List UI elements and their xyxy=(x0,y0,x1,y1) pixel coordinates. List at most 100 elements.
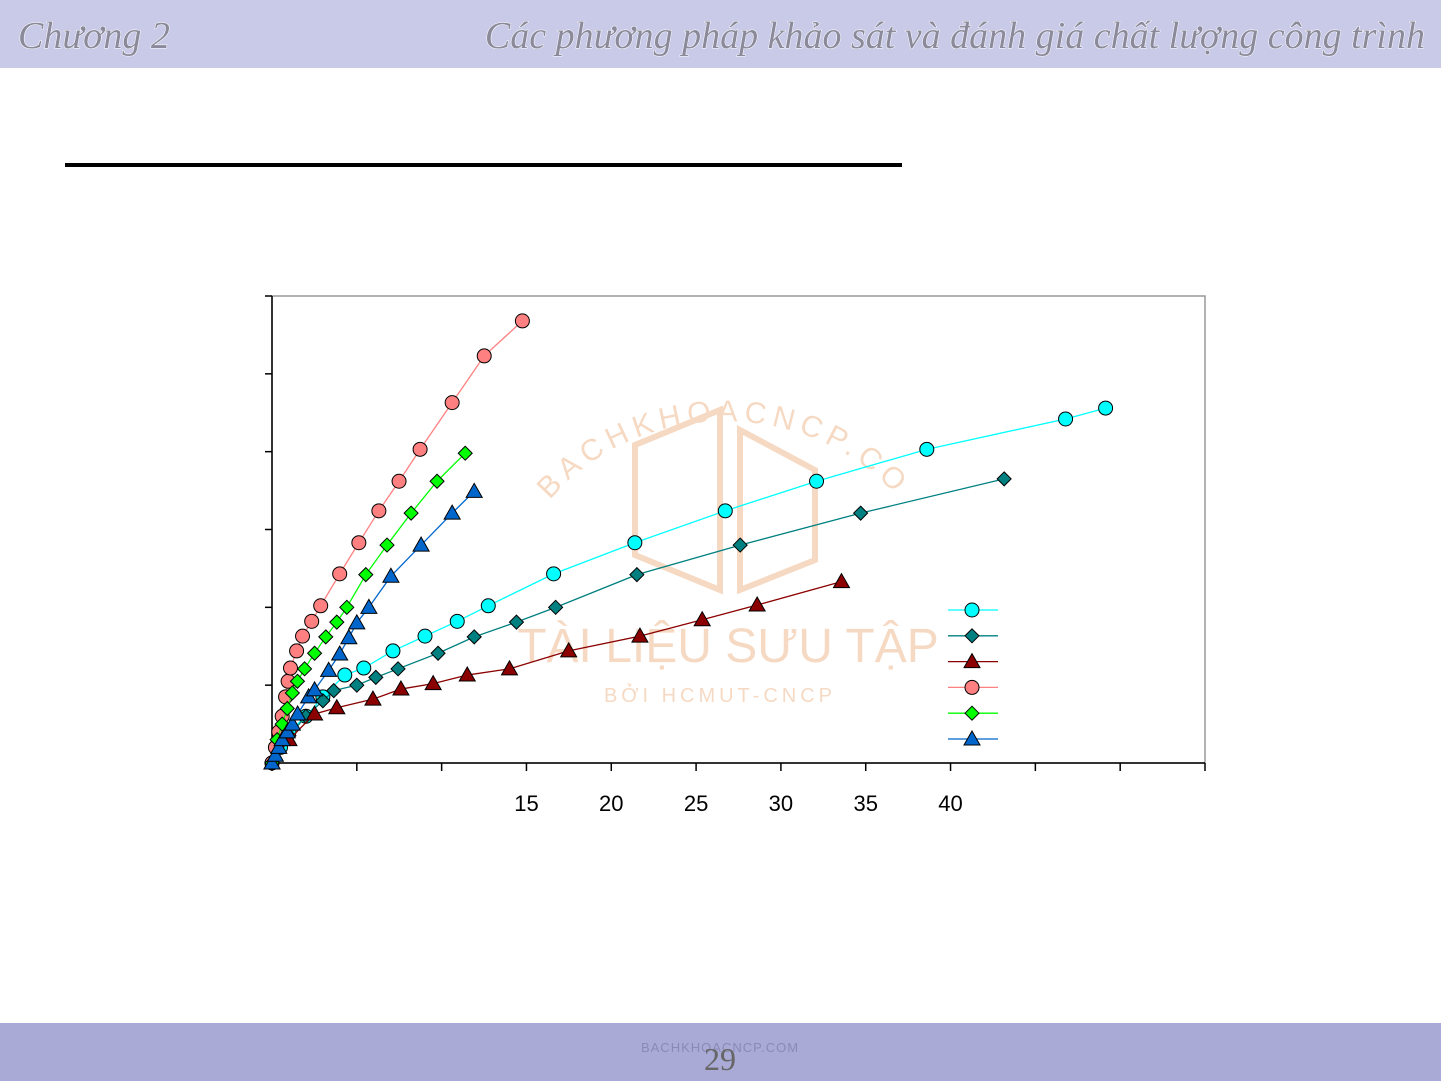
marker xyxy=(368,669,384,686)
marker xyxy=(458,666,477,682)
marker xyxy=(288,704,307,721)
watermark-logo xyxy=(632,405,818,595)
marker xyxy=(476,348,492,364)
chapter: Chương 2 xyxy=(18,15,170,57)
marker xyxy=(305,704,324,721)
marker xyxy=(466,629,482,645)
marker xyxy=(629,566,645,583)
marker xyxy=(332,566,348,582)
marker xyxy=(963,652,981,669)
marker xyxy=(514,313,530,329)
marker xyxy=(832,572,851,589)
marker xyxy=(319,661,338,677)
marker xyxy=(326,682,342,699)
marker xyxy=(457,445,473,461)
marker xyxy=(382,567,400,583)
marker xyxy=(693,610,712,627)
marker xyxy=(360,598,378,614)
marker xyxy=(403,505,419,521)
marker xyxy=(444,395,460,411)
marker xyxy=(546,566,562,582)
marker xyxy=(269,738,288,754)
marker xyxy=(278,722,297,739)
marker xyxy=(339,628,358,645)
marker xyxy=(305,680,324,697)
marker xyxy=(964,602,980,618)
x-tick-label: 15 xyxy=(514,791,538,816)
page-number: 29 xyxy=(704,1041,736,1077)
marker xyxy=(385,643,401,659)
marker xyxy=(424,674,443,691)
marker xyxy=(919,441,935,457)
marker xyxy=(1058,411,1074,427)
marker xyxy=(559,641,578,658)
watermark-arc: BACHKHOACNCP.COM xyxy=(0,0,917,505)
marker xyxy=(371,503,387,519)
marker xyxy=(327,698,346,715)
marker xyxy=(304,613,320,629)
marker xyxy=(390,661,406,677)
marker xyxy=(282,660,298,676)
marker xyxy=(289,673,306,689)
marker xyxy=(273,730,292,747)
marker xyxy=(412,441,428,457)
marker xyxy=(356,660,372,676)
marker xyxy=(748,595,767,612)
marker xyxy=(852,505,869,521)
marker xyxy=(279,700,295,717)
marker xyxy=(364,690,382,706)
marker xyxy=(417,628,433,644)
marker xyxy=(964,705,980,721)
marker xyxy=(295,628,311,644)
marker xyxy=(443,504,462,520)
marker xyxy=(266,746,285,762)
watermark: BACHKHOACNCP.COM TÀI LIỆU SƯU TẬP BỞI HC… xyxy=(0,0,939,707)
marker xyxy=(392,680,410,696)
marker xyxy=(283,715,302,731)
marker xyxy=(315,693,331,709)
marker xyxy=(500,659,519,676)
marker xyxy=(349,677,365,693)
marker xyxy=(430,645,446,661)
marker xyxy=(429,473,445,489)
plot: 15 20 25 30 35 40 xyxy=(263,295,1206,816)
marker xyxy=(508,614,525,630)
x-tick-label: 35 xyxy=(853,791,877,816)
marker xyxy=(480,598,496,614)
footer-watermark: BACHKHOACNCP.COM xyxy=(641,1040,799,1055)
marker xyxy=(717,503,733,519)
marker xyxy=(339,599,355,616)
marker xyxy=(289,643,305,659)
marker xyxy=(284,685,301,701)
marker xyxy=(449,613,465,629)
marker xyxy=(809,473,825,489)
marker xyxy=(318,629,334,645)
marker xyxy=(465,482,484,498)
marker xyxy=(296,661,313,677)
x-tick-label: 20 xyxy=(599,791,623,816)
marker xyxy=(329,614,345,630)
header-band xyxy=(0,0,1441,68)
marker xyxy=(547,599,564,616)
watermark-line2: BỞI HCMUT-CNCP xyxy=(604,683,836,707)
marker xyxy=(358,566,374,583)
marker xyxy=(1098,400,1114,416)
marker xyxy=(337,667,353,683)
footer-band xyxy=(0,1023,1441,1081)
marker xyxy=(627,535,643,551)
series-line xyxy=(271,407,1106,764)
marker xyxy=(996,471,1012,487)
watermark-line1: TÀI LIỆU SƯU TẬP xyxy=(517,620,939,673)
marker xyxy=(347,613,366,630)
header-title: Các phương pháp khảo sát và đánh giá chấ… xyxy=(485,15,1425,57)
marker xyxy=(631,627,649,643)
marker xyxy=(306,645,323,661)
x-tick-label: 40 xyxy=(938,791,962,816)
marker xyxy=(313,598,329,614)
marker xyxy=(964,679,980,695)
marker xyxy=(963,729,981,746)
x-tick-label: 25 xyxy=(684,791,708,816)
marker xyxy=(732,537,748,553)
series-line xyxy=(271,452,466,764)
